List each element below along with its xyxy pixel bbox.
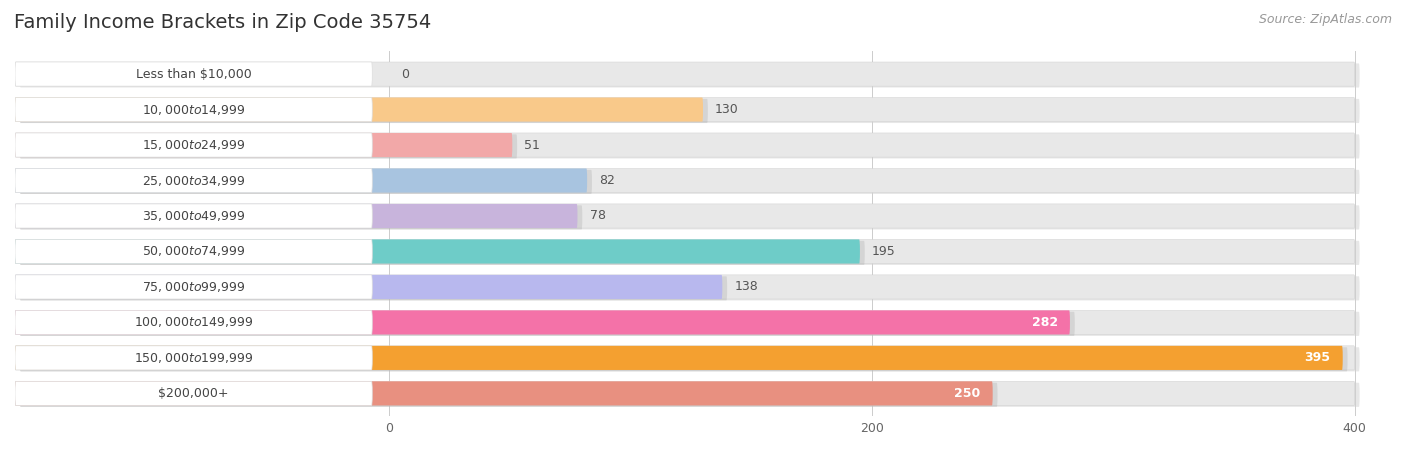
- Text: Less than $10,000: Less than $10,000: [136, 68, 252, 81]
- FancyBboxPatch shape: [20, 276, 1360, 301]
- Text: 78: 78: [589, 210, 606, 222]
- FancyBboxPatch shape: [20, 383, 997, 407]
- Text: 250: 250: [955, 387, 980, 400]
- FancyBboxPatch shape: [20, 241, 865, 265]
- FancyBboxPatch shape: [20, 63, 1360, 88]
- FancyBboxPatch shape: [20, 205, 1360, 230]
- FancyBboxPatch shape: [15, 133, 512, 157]
- Text: 195: 195: [872, 245, 896, 258]
- FancyBboxPatch shape: [15, 98, 373, 122]
- FancyBboxPatch shape: [20, 205, 582, 230]
- FancyBboxPatch shape: [20, 312, 1360, 336]
- Text: 82: 82: [599, 174, 614, 187]
- Text: $10,000 to $14,999: $10,000 to $14,999: [142, 103, 246, 117]
- FancyBboxPatch shape: [20, 170, 592, 194]
- Text: 395: 395: [1305, 351, 1330, 364]
- FancyBboxPatch shape: [20, 347, 1347, 371]
- FancyBboxPatch shape: [15, 62, 373, 86]
- FancyBboxPatch shape: [20, 241, 1360, 265]
- FancyBboxPatch shape: [15, 168, 588, 193]
- FancyBboxPatch shape: [15, 239, 860, 264]
- Text: $100,000 to $149,999: $100,000 to $149,999: [134, 315, 253, 329]
- FancyBboxPatch shape: [15, 204, 373, 228]
- FancyBboxPatch shape: [15, 346, 1343, 370]
- FancyBboxPatch shape: [15, 168, 373, 193]
- FancyBboxPatch shape: [15, 346, 1355, 370]
- FancyBboxPatch shape: [15, 275, 1355, 299]
- Text: 282: 282: [1032, 316, 1057, 329]
- Text: Source: ZipAtlas.com: Source: ZipAtlas.com: [1258, 14, 1392, 27]
- FancyBboxPatch shape: [15, 98, 703, 122]
- FancyBboxPatch shape: [20, 99, 707, 123]
- FancyBboxPatch shape: [15, 98, 1355, 122]
- Text: $75,000 to $99,999: $75,000 to $99,999: [142, 280, 246, 294]
- FancyBboxPatch shape: [15, 346, 373, 370]
- FancyBboxPatch shape: [15, 381, 993, 405]
- FancyBboxPatch shape: [15, 310, 1070, 334]
- Text: $15,000 to $24,999: $15,000 to $24,999: [142, 138, 246, 152]
- Text: 138: 138: [734, 280, 758, 293]
- FancyBboxPatch shape: [15, 310, 1355, 334]
- FancyBboxPatch shape: [15, 168, 1355, 193]
- FancyBboxPatch shape: [20, 135, 517, 158]
- FancyBboxPatch shape: [15, 275, 373, 299]
- FancyBboxPatch shape: [15, 310, 373, 334]
- Text: $150,000 to $199,999: $150,000 to $199,999: [134, 351, 253, 365]
- Text: 130: 130: [716, 103, 738, 116]
- FancyBboxPatch shape: [15, 62, 1355, 86]
- Text: $50,000 to $74,999: $50,000 to $74,999: [142, 244, 246, 258]
- FancyBboxPatch shape: [15, 204, 578, 228]
- FancyBboxPatch shape: [15, 381, 373, 405]
- FancyBboxPatch shape: [15, 133, 373, 157]
- FancyBboxPatch shape: [15, 381, 1355, 405]
- FancyBboxPatch shape: [20, 135, 1360, 158]
- Text: $25,000 to $34,999: $25,000 to $34,999: [142, 174, 246, 188]
- FancyBboxPatch shape: [20, 276, 727, 301]
- FancyBboxPatch shape: [20, 312, 1074, 336]
- FancyBboxPatch shape: [15, 275, 723, 299]
- Text: 0: 0: [401, 68, 409, 81]
- Text: 51: 51: [524, 139, 540, 152]
- FancyBboxPatch shape: [20, 347, 1360, 371]
- Text: $35,000 to $49,999: $35,000 to $49,999: [142, 209, 246, 223]
- FancyBboxPatch shape: [15, 204, 1355, 228]
- FancyBboxPatch shape: [15, 239, 1355, 264]
- FancyBboxPatch shape: [15, 133, 1355, 157]
- FancyBboxPatch shape: [15, 239, 373, 264]
- Text: Family Income Brackets in Zip Code 35754: Family Income Brackets in Zip Code 35754: [14, 14, 432, 32]
- FancyBboxPatch shape: [20, 99, 1360, 123]
- FancyBboxPatch shape: [20, 383, 1360, 407]
- Text: $200,000+: $200,000+: [159, 387, 229, 400]
- FancyBboxPatch shape: [20, 170, 1360, 194]
